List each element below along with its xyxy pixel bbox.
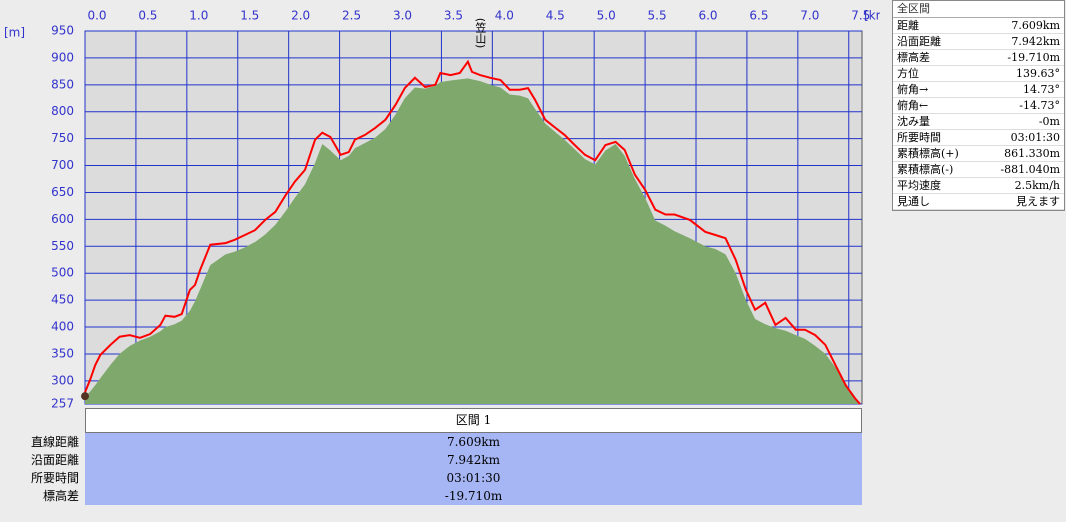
info-row: 沿面距離 7.942km	[893, 34, 1064, 50]
info-value: 139.63°	[1016, 67, 1060, 80]
info-label: 平均速度	[897, 179, 941, 192]
info-row: 標高差 -19.710m	[893, 50, 1064, 66]
info-value: 14.73°	[1023, 83, 1060, 96]
section-label: 直線距離	[30, 435, 79, 449]
terrain-area	[85, 78, 860, 405]
x-tick-label: 6.5	[749, 9, 768, 23]
x-tick-label: 3.0	[393, 9, 412, 23]
section-value: 7.609km	[85, 433, 862, 451]
section-value: 03:01:30	[85, 469, 862, 487]
x-tick-label: 1.5	[240, 9, 259, 23]
x-tick-label: 4.5	[546, 9, 565, 23]
y-tick-label: 450	[51, 293, 74, 307]
peak-annotation: (笠山)	[474, 18, 487, 49]
x-tick-label: 1.0	[189, 9, 208, 23]
x-tick-label: 5.0	[597, 9, 616, 23]
info-label: 累積標高(+)	[897, 147, 959, 160]
x-tick-label: 3.5	[444, 9, 463, 23]
section-value: -19.710m	[85, 487, 862, 505]
info-value: -14.73°	[1019, 99, 1060, 112]
x-tick-label: 5.5	[648, 9, 667, 23]
info-label: 標高差	[897, 51, 930, 64]
info-value: -881.040m	[1000, 163, 1060, 176]
info-value: 7.942km	[1011, 35, 1060, 48]
section-row: 沿面距離 7.942km	[0, 451, 862, 469]
y-unit: [m]	[4, 26, 25, 40]
info-label: 方位	[897, 67, 919, 80]
section-label: 標高差	[42, 489, 79, 503]
section-row: 所要時間 03:01:30	[0, 469, 862, 487]
summary-panel: 全区間 距離 7.609km 沿面距離 7.942km 標高差 -19.710m 方位 139…	[892, 0, 1065, 211]
x-unit: [km]	[864, 9, 880, 23]
info-row: 沈み量 -0m	[893, 114, 1064, 130]
y-tick-label: 300	[51, 373, 74, 387]
y-tick-label: 900	[51, 50, 74, 64]
info-label: 距離	[897, 19, 919, 32]
section-row: 標高差 -19.710m	[0, 487, 862, 505]
y-tick-label: 850	[51, 77, 74, 91]
info-value: 見えます	[1016, 195, 1060, 208]
y-tick-label: 750	[51, 131, 74, 145]
info-row: 所要時間 03:01:30	[893, 130, 1064, 146]
info-label: 俯角→	[897, 83, 929, 96]
section-label: 所要時間	[30, 471, 79, 485]
y-tick-label: 400	[51, 320, 74, 334]
info-row: 俯角→ 14.73°	[893, 82, 1064, 98]
panel-title: 全区間	[893, 1, 1064, 18]
y-tick-label: 550	[51, 239, 74, 253]
y-tick-label: 700	[51, 158, 74, 172]
x-tick-label: 7.5	[851, 9, 870, 23]
x-tick-label: 7.0	[800, 9, 819, 23]
y-tick-label: 800	[51, 104, 74, 118]
info-value: 2.5km/h	[1014, 179, 1060, 192]
info-row: 累積標高(-) -881.040m	[893, 162, 1064, 178]
x-tick-label: 6.0	[698, 9, 717, 23]
section-header[interactable]: 区間 1	[85, 408, 862, 433]
info-label: 累積標高(-)	[897, 163, 954, 176]
y-tick-label: 500	[51, 266, 74, 280]
info-row: 平均速度 2.5km/h	[893, 178, 1064, 194]
info-label: 俯角←	[897, 99, 929, 112]
info-row: 俯角← -14.73°	[893, 98, 1064, 114]
info-value: 03:01:30	[1010, 131, 1060, 144]
section-label: 沿面距離	[30, 453, 79, 467]
info-label: 見通し	[897, 195, 930, 208]
start-marker	[81, 392, 89, 401]
y-tick-label: 257	[51, 397, 74, 409]
y-tick-label: 950	[51, 24, 74, 38]
section-value: 7.942km	[85, 451, 862, 469]
elevation-chart: [m] [km] 257 300 350 400 450 500 550 600 650 700 7…	[4, 9, 880, 409]
info-label: 沿面距離	[897, 35, 941, 48]
y-tick-label: 600	[51, 212, 74, 226]
info-label: 沈み量	[897, 115, 930, 128]
route-line	[84, 59, 861, 405]
info-row: 累積標高(+) 861.330m	[893, 146, 1064, 162]
section-table: 区間 1 直線距離 7.609km 沿面距離 7.942km 所要時間 03:01:30 標…	[0, 408, 862, 505]
info-row: 距離 7.609km	[893, 18, 1064, 34]
info-label: 所要時間	[897, 131, 941, 144]
x-tick-label: 2.0	[291, 9, 310, 23]
x-tick-label: 0.0	[87, 9, 106, 23]
y-tick-label: 650	[51, 185, 74, 199]
info-value: 7.609km	[1011, 19, 1060, 32]
x-tick-label: 0.5	[138, 9, 157, 23]
info-value: 861.330m	[1004, 147, 1060, 160]
section-row: 直線距離 7.609km	[0, 433, 862, 451]
info-row: 見通し 見えます	[893, 194, 1064, 210]
info-value: -0m	[1038, 115, 1060, 128]
y-tick-label: 350	[51, 346, 74, 360]
info-value: -19.710m	[1007, 51, 1060, 64]
x-tick-label: 4.0	[495, 9, 514, 23]
x-tick-label: 2.5	[342, 9, 361, 23]
info-row: 方位 139.63°	[893, 66, 1064, 82]
